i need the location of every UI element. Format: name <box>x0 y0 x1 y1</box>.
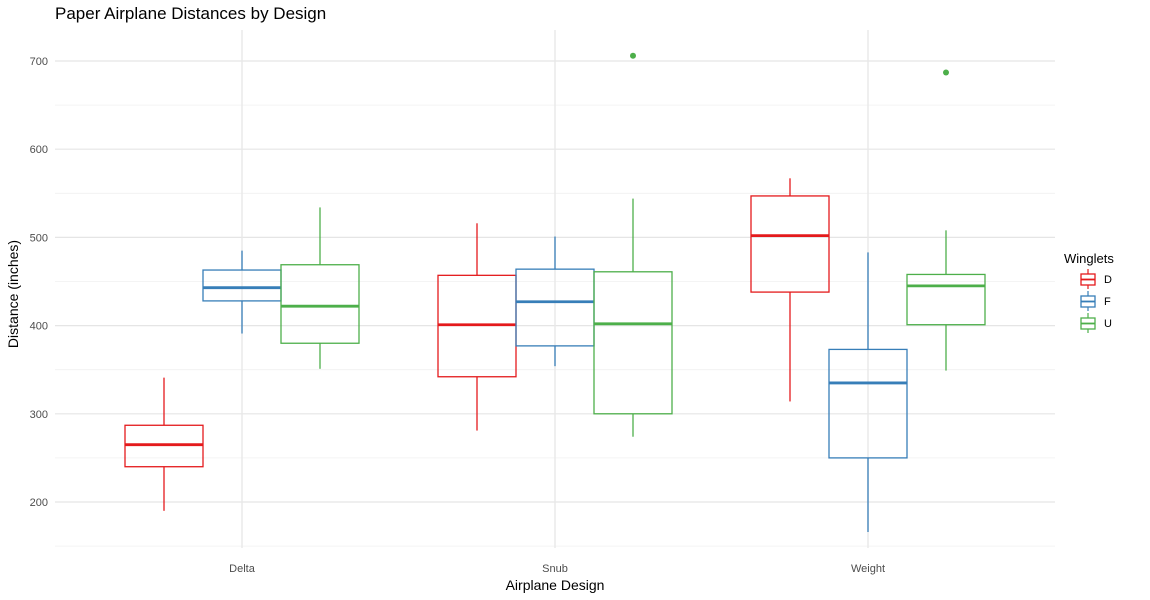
box-F-delta <box>202 250 282 334</box>
legend-key-F: F <box>1080 291 1111 311</box>
box-layer <box>124 52 986 532</box>
box-body <box>280 264 360 344</box>
y-tick-label: 700 <box>30 56 48 68</box>
x-tick-label: Weight <box>851 563 885 575</box>
y-tick-label: 400 <box>30 321 48 333</box>
box-body <box>906 273 986 326</box>
box-D-snub <box>437 223 517 431</box>
box-body <box>750 195 830 293</box>
x-tick-label: Snub <box>542 563 568 575</box>
box-D-delta <box>124 377 204 511</box>
box-F-weight <box>828 252 908 532</box>
box-U-snub <box>593 52 673 437</box>
box-F-snub <box>515 236 595 367</box>
x-axis-title: Airplane Design <box>506 577 605 593</box>
y-axis-title: Distance (inches) <box>5 240 21 348</box>
box-U-delta <box>280 207 360 369</box>
x-tick-label: Delta <box>229 563 256 575</box>
outlier-point <box>630 52 636 59</box>
legend-title: Winglets <box>1064 251 1114 266</box>
chart-title: Paper Airplane Distances by Design <box>55 4 327 23</box>
legend-label: F <box>1104 296 1111 308</box>
legend-key-U: U <box>1080 313 1112 333</box>
legend-label: U <box>1104 318 1112 330</box>
box-body <box>202 269 282 302</box>
legend: Winglets DFU <box>1064 251 1114 333</box>
axis-layer: 200 300 400 500 600 700 Delta Snub Weight <box>30 56 885 575</box>
box-U-weight <box>906 69 986 371</box>
box-D-weight <box>750 178 830 402</box>
outlier-point <box>943 69 949 76</box>
y-tick-label: 600 <box>30 144 48 156</box>
box-body <box>515 268 595 347</box>
y-tick-label: 200 <box>30 497 48 509</box>
y-tick-label: 500 <box>30 232 48 244</box>
legend-key-D: D <box>1080 269 1112 289</box>
box-body <box>593 271 673 415</box>
legend-label: D <box>1104 274 1112 286</box>
y-tick-label: 300 <box>30 409 48 421</box>
box-body <box>828 348 908 459</box>
